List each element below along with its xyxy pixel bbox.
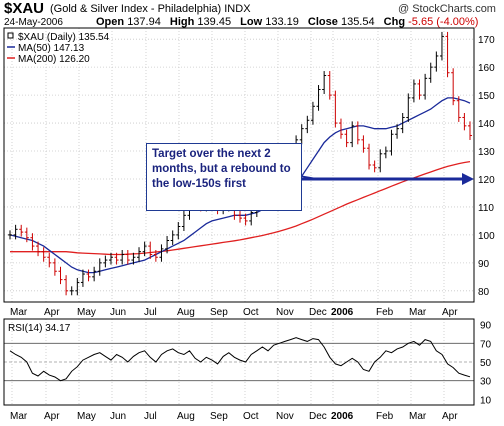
open-value: 137.94 [127, 16, 161, 28]
price-panel-frame [3, 27, 475, 303]
price-x-tick-label: Jul [144, 307, 157, 318]
rsi-legend-label: RSI(14) 34.17 [8, 323, 71, 334]
price-grid [4, 28, 474, 302]
price-x-tick-label: Sep [210, 307, 228, 318]
target-arrow-layer [299, 172, 474, 185]
price-x-tick-label: Apr [442, 307, 458, 318]
price-x-tick-label: Aug [177, 307, 195, 318]
price-y-tick-label: 150 [478, 91, 495, 102]
rsi-x-tick-label: Apr [44, 411, 60, 422]
price-y-tick-label: 130 [478, 147, 495, 158]
price-y-tick-label: 160 [478, 63, 495, 74]
legend-price-label: $XAU (Daily) 135.54 [18, 32, 110, 43]
price-y-tick-label: 80 [478, 287, 490, 298]
chg-label: Chg [383, 16, 406, 28]
annotation-connector [299, 175, 319, 180]
price-y-tick-labels: 80 90 100 110 120 130 140 150 160 170 [478, 35, 495, 298]
price-x-tick-label: Apr [44, 307, 60, 318]
ma200-line [10, 160, 471, 256]
source-credit[interactable]: @ StockCharts.com [398, 3, 496, 15]
rsi-x-tick-label: Mar [10, 411, 28, 422]
price-x-tick-label: Oct [243, 307, 259, 318]
rsi-x-tick-label: 2006 [331, 411, 354, 422]
high-label: High [169, 16, 195, 28]
high-value: 139.45 [197, 16, 232, 28]
rsi-x-tick-labels: Mar Apr May Jun Jul Aug Sep Oct Nov Dec 2006 Feb Mar… [10, 411, 458, 422]
rsi-y-tick-labels: 10 30 50 70 90 [480, 321, 492, 407]
ohlc-readout: Open 137.94 High 139.45 Low 133.19 Close… [96, 16, 478, 28]
rsi-y-tick-label: 30 [480, 377, 492, 388]
price-y-tick-label: 170 [478, 35, 495, 46]
price-y-tick-label: 110 [478, 203, 494, 214]
rsi-grid [4, 319, 474, 405]
quote-date: 24-May-2006 [4, 17, 63, 28]
price-x-tick-label: May [77, 307, 96, 318]
rsi-x-tick-label: Apr [442, 411, 458, 422]
price-y-tick-label: 140 [478, 119, 495, 130]
rsi-line [9, 337, 471, 382]
price-x-tick-label: Mar [10, 307, 28, 318]
price-x-tick-label: Mar [409, 307, 427, 318]
price-x-tick-label: Feb [376, 307, 394, 318]
rsi-panel-frame [3, 318, 475, 406]
price-x-tick-labels: Mar Apr May Jun Jul Aug Sep Oct Nov Dec 2006 Feb Mar… [10, 307, 458, 318]
rsi-x-tick-label: Feb [376, 411, 394, 422]
legend-ma50-label: MA(50) 147.13 [18, 43, 85, 54]
price-x-tick-label: Dec [309, 307, 327, 318]
index-name: (Gold & Silver Index - Philadelphia) IND… [50, 3, 251, 15]
target-annotation: Target over the next 2 months, but a reb… [146, 143, 302, 211]
chg-value: -5.65 (-4.00%) [408, 16, 479, 28]
open-label: Open [96, 16, 125, 28]
rsi-y-tick-label: 50 [480, 358, 492, 369]
price-y-tick-label: 120 [478, 175, 495, 186]
rsi-layer [9, 337, 471, 382]
low-value: 133.19 [265, 16, 299, 28]
rsi-x-tick-label: Jun [110, 411, 126, 422]
rsi-x-tick-label: May [77, 411, 96, 422]
price-y-tick-label: 90 [478, 259, 490, 270]
low-label: Low [240, 16, 263, 28]
close-value: 135.54 [340, 16, 375, 28]
price-x-tick-label: 2006 [331, 307, 354, 318]
price-x-tick-label: Nov [276, 307, 294, 318]
rsi-x-tick-label: Jul [144, 411, 157, 422]
rsi-x-tick-label: Dec [309, 411, 327, 422]
rsi-x-tick-label: Sep [210, 411, 228, 422]
target-arrow-head [462, 172, 474, 185]
rsi-y-tick-label: 90 [480, 321, 492, 332]
legend-ma200-label: MA(200) 126.20 [18, 54, 90, 65]
symbol-title: $XAU [4, 0, 45, 17]
rsi-y-tick-label: 70 [480, 339, 492, 350]
price-y-tick-label: 100 [478, 231, 495, 242]
close-label: Close [307, 16, 338, 28]
ma200-layer [10, 160, 471, 256]
price-x-tick-label: Jun [110, 307, 126, 318]
rsi-y-tick-label: 10 [480, 395, 492, 406]
rsi-x-tick-label: Nov [276, 411, 294, 422]
rsi-x-tick-label: Oct [243, 411, 259, 422]
rsi-x-tick-label: Aug [177, 411, 195, 422]
price-legend: $XAU (Daily) 135.54 MA(50) 147.13 MA(200… [7, 32, 110, 65]
rsi-x-tick-label: Mar [409, 411, 427, 422]
legend-price-swatch [7, 32, 14, 39]
